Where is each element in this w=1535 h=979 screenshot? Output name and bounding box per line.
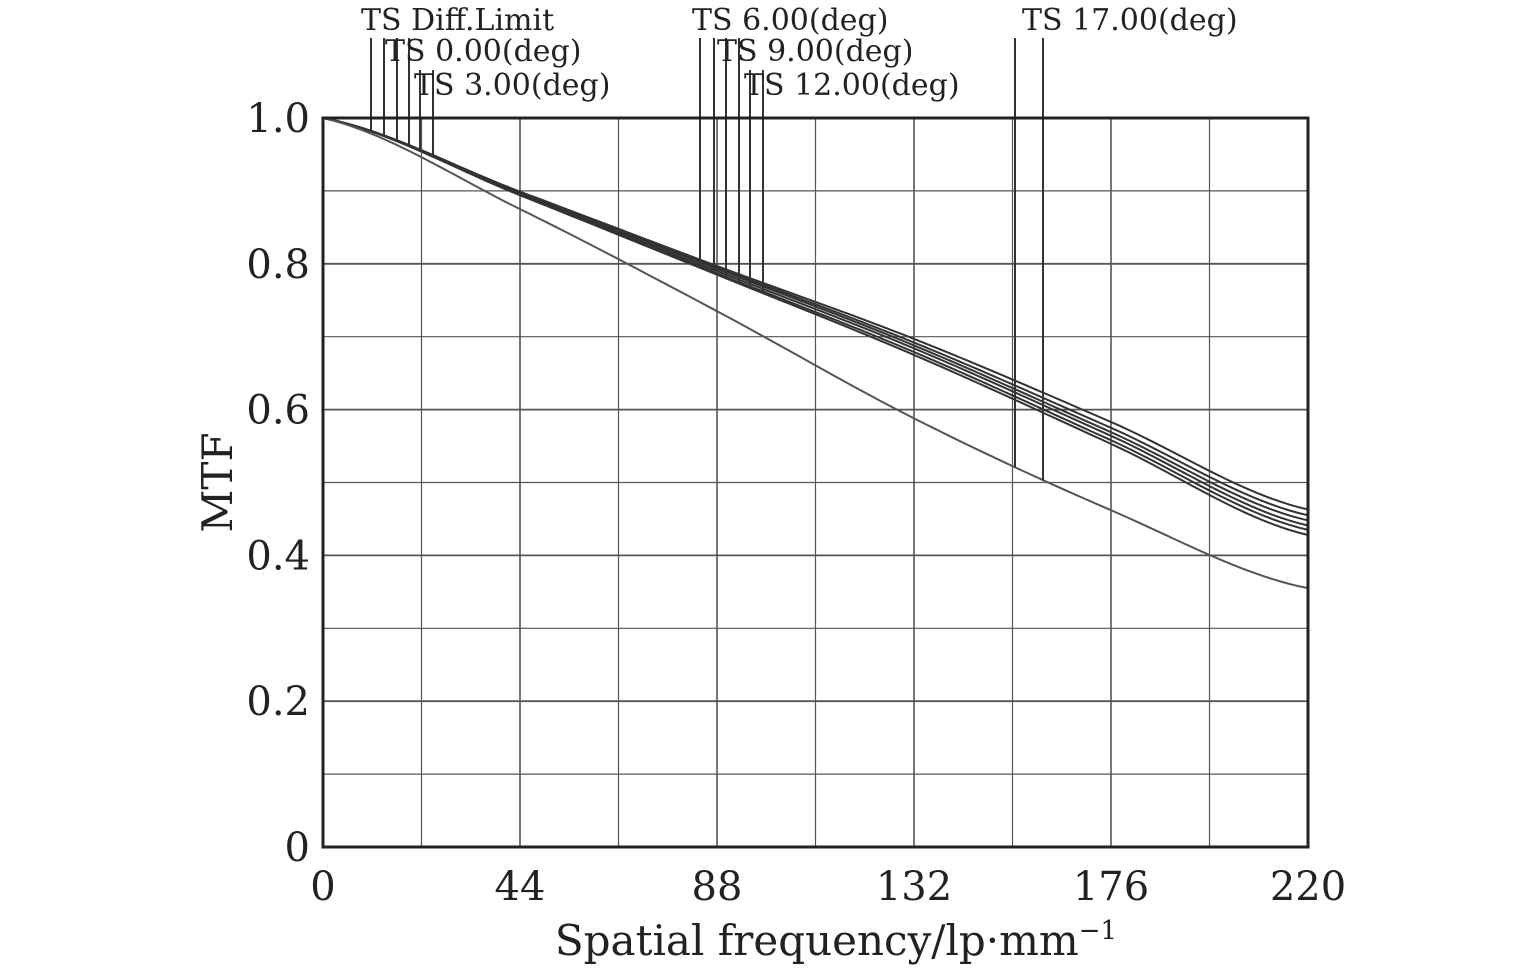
x-tick-label: 44 xyxy=(495,864,546,910)
x-axis-label-main: Spatial frequency/lp·mm xyxy=(555,916,1079,965)
y-tick-label: 1.0 xyxy=(246,96,310,142)
grid-layer xyxy=(323,118,1308,847)
tick-labels: 0 44 88 132 176 220 0 0.2 0.4 0.6 0.8 1.0 xyxy=(246,96,1346,910)
legend-label: TS 9.00(deg) xyxy=(717,34,913,69)
legend-label: TS Diff.Limit xyxy=(361,3,554,38)
mtf-curve xyxy=(322,117,1309,536)
y-tick-label: 0.4 xyxy=(246,533,310,579)
x-axis-label: Spatial frequency/lp·mm−1 xyxy=(555,916,1117,965)
x-tick-label: 220 xyxy=(1270,864,1346,910)
y-tick-label: 0.8 xyxy=(246,242,310,288)
legend-label: TS 17.00(deg) xyxy=(1022,3,1238,38)
x-axis-label-superscript: −1 xyxy=(1079,916,1117,946)
curves-layer xyxy=(322,117,1309,590)
legend-label: TS 0.00(deg) xyxy=(385,34,581,69)
mtf-curve xyxy=(322,117,1309,590)
x-tick-label: 0 xyxy=(310,864,335,910)
legend-label: TS 3.00(deg) xyxy=(414,68,610,103)
y-tick-label: 0 xyxy=(285,825,310,871)
x-tick-label: 176 xyxy=(1073,864,1149,910)
leader-lines xyxy=(370,38,1044,481)
plot-frame xyxy=(321,116,1310,849)
y-tick-label: 0.2 xyxy=(246,679,310,725)
x-tick-label: 88 xyxy=(692,864,743,910)
y-tick-label: 0.6 xyxy=(246,388,310,434)
y-axis-label: MTF xyxy=(193,432,242,532)
legend-label: TS 6.00(deg) xyxy=(692,3,888,38)
legend-label: TS 12.00(deg) xyxy=(744,68,960,103)
x-tick-label: 132 xyxy=(876,864,952,910)
